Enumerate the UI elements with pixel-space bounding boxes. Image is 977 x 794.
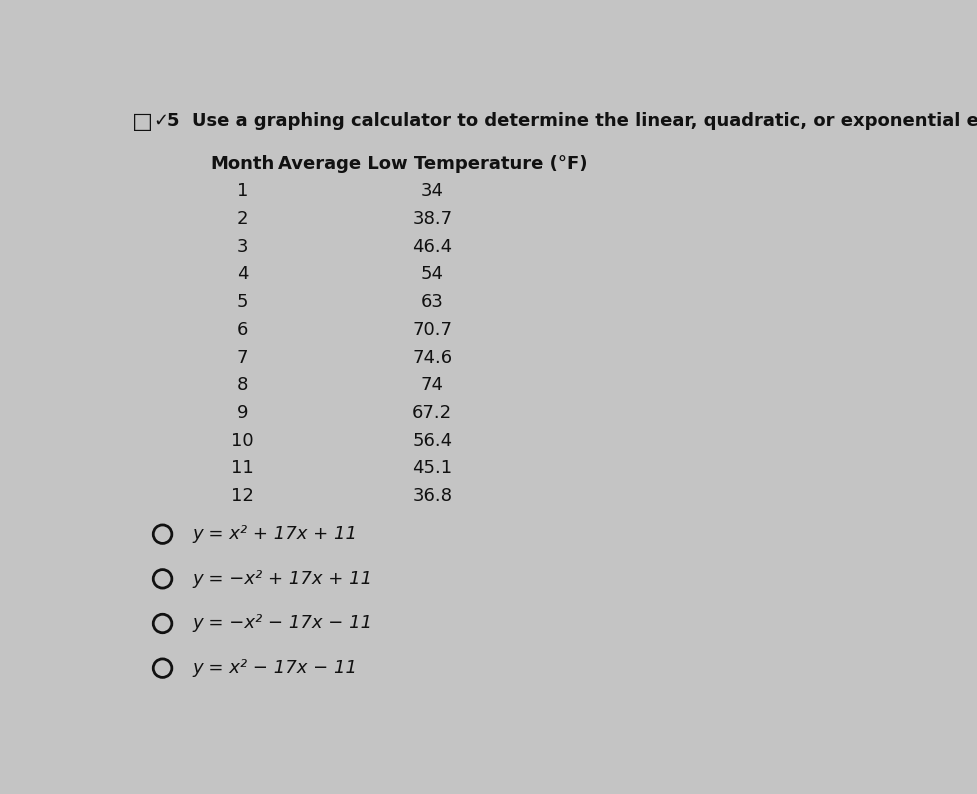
Text: 11: 11 — [231, 460, 253, 477]
Text: ✓: ✓ — [153, 112, 168, 130]
Text: 2: 2 — [236, 210, 248, 228]
Text: 5  Use a graphing calculator to determine the linear, quadratic, or exponential : 5 Use a graphing calculator to determine… — [167, 112, 977, 130]
Text: 38.7: 38.7 — [411, 210, 451, 228]
Text: 10: 10 — [231, 432, 253, 449]
Text: 1: 1 — [236, 183, 248, 200]
Text: 34: 34 — [420, 183, 444, 200]
Text: 36.8: 36.8 — [412, 488, 451, 505]
Text: 12: 12 — [231, 488, 254, 505]
Text: □: □ — [132, 112, 152, 133]
Text: Month: Month — [210, 156, 275, 173]
Text: y = x² − 17x − 11: y = x² − 17x − 11 — [191, 659, 357, 677]
Text: 70.7: 70.7 — [412, 321, 451, 339]
Text: 63: 63 — [420, 293, 444, 311]
Text: y = x² + 17x + 11: y = x² + 17x + 11 — [191, 525, 357, 543]
Text: 4: 4 — [236, 265, 248, 283]
Text: 67.2: 67.2 — [411, 404, 451, 422]
Text: y = −x² − 17x − 11: y = −x² − 17x − 11 — [191, 615, 371, 633]
Text: 7: 7 — [236, 349, 248, 367]
Text: y = −x² + 17x + 11: y = −x² + 17x + 11 — [191, 570, 371, 588]
Text: 8: 8 — [236, 376, 248, 395]
Text: 46.4: 46.4 — [411, 237, 451, 256]
Text: 9: 9 — [236, 404, 248, 422]
Text: 3: 3 — [236, 237, 248, 256]
Text: Average Low Temperature (°F): Average Low Temperature (°F) — [277, 156, 586, 173]
Text: 6: 6 — [236, 321, 248, 339]
Text: 5: 5 — [236, 293, 248, 311]
Text: 56.4: 56.4 — [411, 432, 451, 449]
Text: 54: 54 — [420, 265, 444, 283]
Text: 74: 74 — [420, 376, 444, 395]
Text: 74.6: 74.6 — [411, 349, 451, 367]
Text: 45.1: 45.1 — [411, 460, 451, 477]
